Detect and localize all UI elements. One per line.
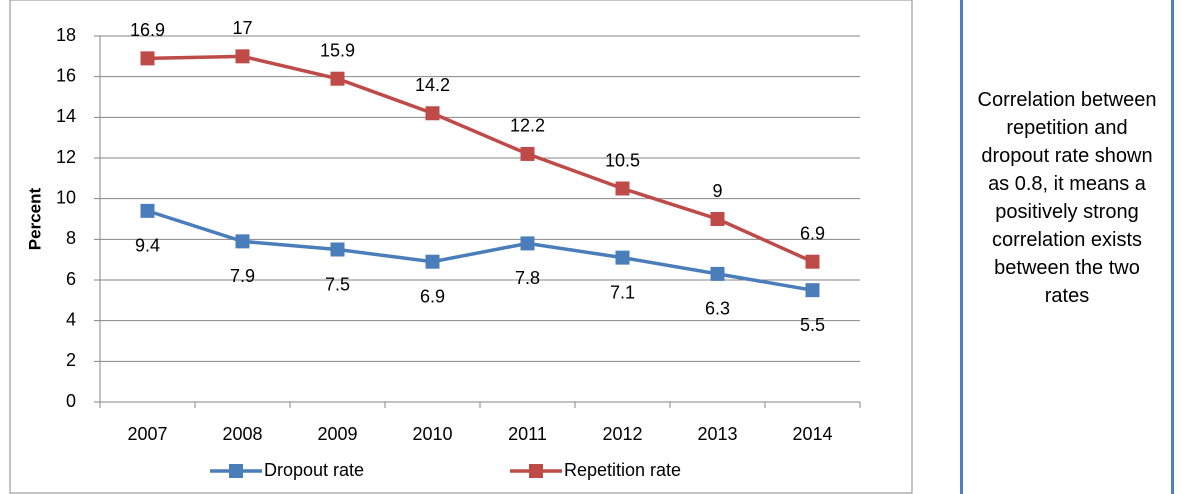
point [140, 51, 155, 66]
point [805, 283, 820, 298]
data-label: 16.9 [130, 20, 165, 40]
y-tick-label: 14 [56, 106, 76, 126]
data-label: 9 [712, 181, 722, 201]
y-tick-label: 6 [66, 269, 76, 289]
annotation: Correlation between repetition and dropo… [960, 0, 1174, 494]
series-line [146, 209, 813, 292]
x-tick-label: 2010 [412, 424, 452, 444]
chart: Percent 0 2 4 6 8 10 12 14 16 18 2007 2008 2009 2010 2… [9, 0, 913, 494]
series-line [147, 54, 814, 264]
x-tick-label: 2011 [508, 424, 547, 444]
point [235, 234, 250, 249]
data-label: 15.9 [320, 40, 355, 60]
y-tick-label: 18 [56, 25, 76, 45]
point [710, 212, 725, 226]
x-tick-label: 2012 [602, 424, 642, 444]
y-tick-label: 2 [66, 350, 76, 370]
x-tick-label: 2009 [317, 424, 357, 444]
data-label: 7.5 [325, 274, 350, 294]
x-tick-label: 2008 [222, 424, 262, 444]
point [140, 203, 155, 218]
data-label: 5.5 [800, 315, 825, 335]
data-label: 12.2 [510, 116, 545, 136]
x-tick-label: 2013 [697, 424, 737, 444]
data-label: 17 [232, 18, 252, 38]
point [615, 250, 630, 265]
y-tick-label: 16 [56, 65, 76, 85]
point [615, 181, 630, 196]
data-label: 10.5 [605, 150, 640, 170]
y-tick-label: 4 [66, 309, 76, 329]
point [520, 236, 535, 251]
y-tick-label: 0 [66, 391, 76, 411]
y-tick-label: 12 [56, 147, 76, 167]
point [330, 242, 345, 257]
y-tick-label: 10 [56, 187, 76, 207]
y-tick-label: 8 [66, 228, 76, 248]
point [520, 146, 535, 161]
data-label: 14.2 [415, 75, 450, 95]
data-label: 6.9 [800, 223, 825, 243]
x-tick-label: 2007 [127, 424, 167, 444]
x-tick-label: 2014 [792, 424, 832, 444]
data-label: 7.1 [610, 282, 635, 302]
chart-frame [9, 0, 913, 494]
legend-label: Repetition rate [564, 460, 681, 480]
y-axis-label: Percent [25, 187, 44, 250]
data-label: 7.8 [515, 268, 540, 288]
data-label: 9.4 [135, 236, 160, 256]
point [710, 266, 725, 281]
point [330, 71, 345, 86]
legend-marker [529, 464, 543, 478]
point [425, 254, 440, 269]
point [235, 49, 250, 64]
point [425, 106, 440, 121]
data-label: 6.3 [705, 299, 730, 319]
data-label: 7.9 [230, 266, 255, 286]
data-label: 6.9 [420, 286, 445, 306]
point [805, 254, 820, 269]
legend-label: Dropout rate [264, 460, 364, 480]
legend-marker [229, 464, 243, 478]
